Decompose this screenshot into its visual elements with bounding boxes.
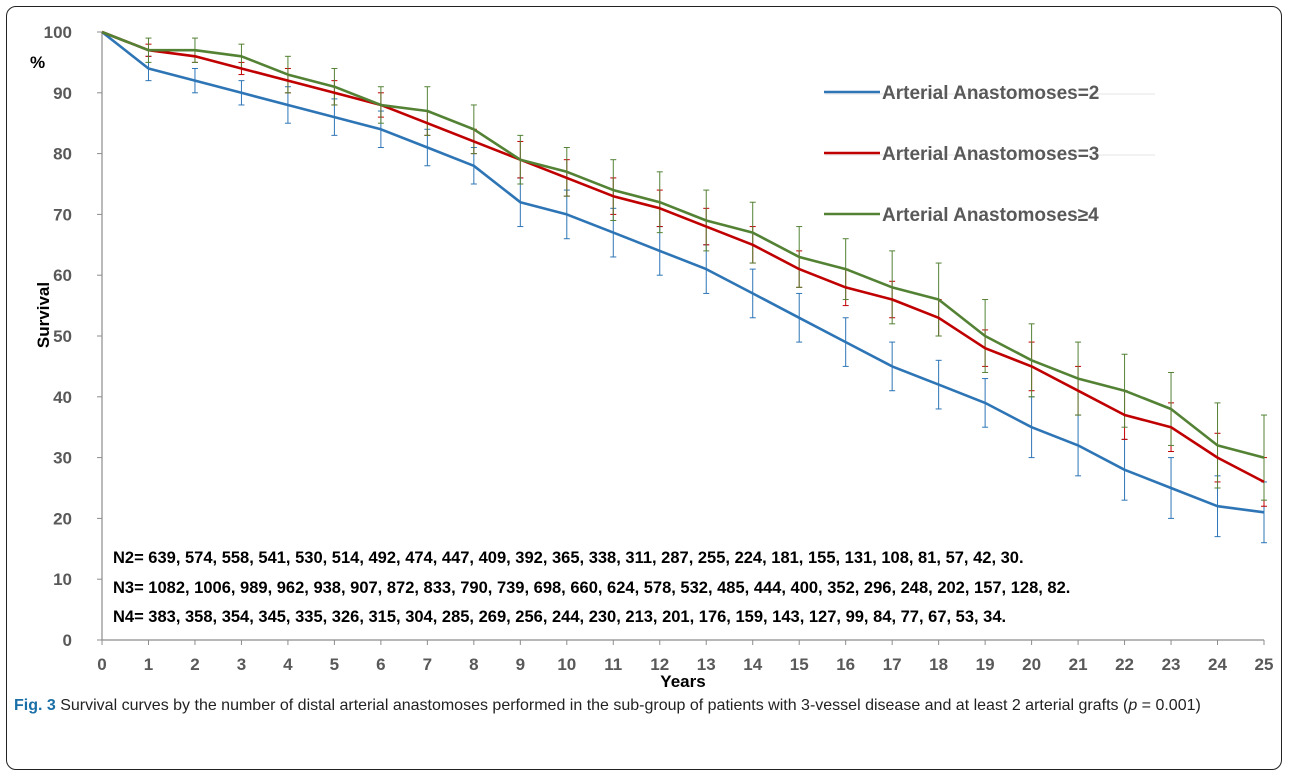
y-tick-label-50: 50	[53, 327, 72, 346]
x-tick-label-9: 9	[516, 655, 525, 674]
figure-frame	[6, 6, 1282, 770]
sample-size-notes: N2= 639, 574, 558, 541, 530, 514, 492, 4…	[113, 549, 1070, 626]
x-tick-label-17: 17	[883, 655, 902, 674]
x-tick-label-25: 25	[1255, 655, 1274, 674]
x-tick-label-5: 5	[330, 655, 339, 674]
figure-caption: Fig. 3 Survival curves by the number of …	[14, 694, 1276, 718]
x-tick-label-19: 19	[976, 655, 995, 674]
legend-label-1: Arterial Anastomoses=2	[882, 83, 1099, 104]
x-tick-label-12: 12	[650, 655, 669, 674]
y-tick-label-30: 30	[53, 449, 72, 468]
x-tick-label-14: 14	[743, 655, 762, 674]
x-tick-label-13: 13	[697, 655, 716, 674]
series-line-3	[101, 30, 1265, 459]
x-tick-label-10: 10	[557, 655, 576, 674]
series-line-2	[101, 30, 1265, 484]
x-tick-label-16: 16	[836, 655, 855, 674]
y-tick-label-70: 70	[53, 205, 72, 224]
x-tick-label-4: 4	[283, 655, 293, 674]
x-tick-label-18: 18	[929, 655, 948, 674]
y-axis-label: Survival	[34, 282, 53, 348]
x-tick-label-24: 24	[1208, 655, 1227, 674]
y-tick-label-60: 60	[53, 266, 72, 285]
series-lines	[101, 30, 1265, 514]
caption-text: Survival curves by the number of distal …	[55, 697, 1129, 714]
legend-label-2: Arterial Anastomoses=3	[882, 144, 1099, 165]
x-tick-label-15: 15	[790, 655, 809, 674]
n4-counts: N4= 383, 358, 354, 345, 335, 326, 315, 3…	[113, 608, 1006, 626]
series-line-1	[101, 30, 1265, 514]
caption-p-value: = 0.001)	[1137, 697, 1201, 714]
x-axis-label: Years	[660, 672, 705, 691]
x-tick-label-6: 6	[376, 655, 385, 674]
caption-label: Fig. 3	[14, 697, 56, 714]
y-tick-label-10: 10	[53, 570, 72, 589]
x-tick-label-21: 21	[1069, 655, 1088, 674]
y-tick-label-90: 90	[53, 84, 72, 103]
x-tick-label-7: 7	[423, 655, 432, 674]
y-axis-unit: %	[30, 53, 45, 72]
x-tick-label-3: 3	[237, 655, 246, 674]
x-tick-label-11: 11	[604, 655, 622, 674]
chart-legend: Arterial Anastomoses=2 Arterial Anastomos…	[824, 83, 1155, 226]
x-tick-label-1: 1	[144, 655, 153, 674]
x-tick-label-20: 20	[1022, 655, 1041, 674]
x-tick-label-8: 8	[469, 655, 478, 674]
x-tick-label-22: 22	[1115, 655, 1134, 674]
x-tick-label-23: 23	[1162, 655, 1181, 674]
legend-label-3: Arterial Anastomoses≥4	[882, 205, 1099, 226]
x-tick-label-2: 2	[190, 655, 199, 674]
y-tick-label-100: 100	[44, 23, 72, 42]
caption-p-symbol: p	[1128, 697, 1138, 714]
y-tick-label-0: 0	[63, 631, 72, 650]
n3-counts: N3= 1082, 1006, 989, 962, 938, 907, 872,…	[113, 579, 1070, 597]
error-bars	[145, 37, 1267, 544]
y-tick-label-40: 40	[53, 388, 72, 407]
y-tick-label-80: 80	[53, 145, 72, 164]
n2-counts: N2= 639, 574, 558, 541, 530, 514, 492, 4…	[113, 549, 1024, 567]
y-tick-label-20: 20	[53, 509, 72, 528]
x-tick-label-0: 0	[97, 655, 106, 674]
